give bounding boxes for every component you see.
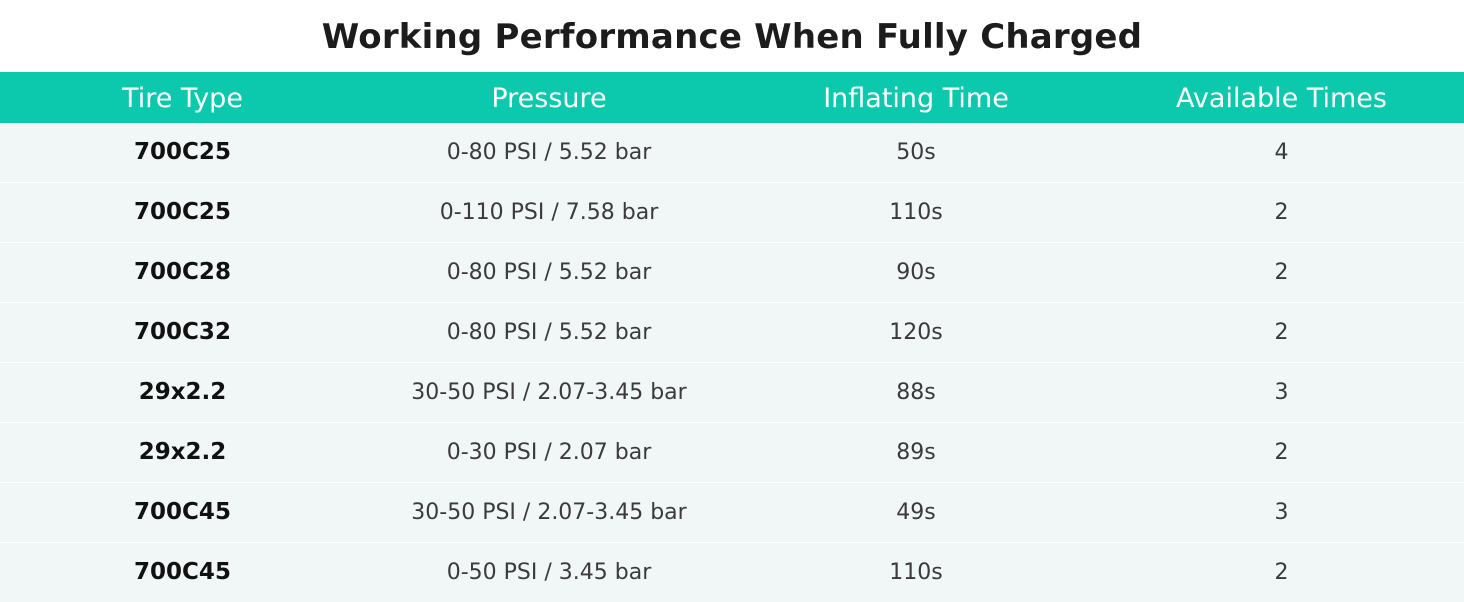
available-times-cell: 4	[1274, 140, 1289, 165]
pressure-cell: 0-50 PSI / 3.45 bar	[446, 560, 652, 585]
table-row: 700C45 30-50 PSI / 2.07-3.45 bar 49s 3	[0, 483, 1464, 543]
table-row: 700C25 0-110 PSI / 7.58 bar 110s 2	[0, 183, 1464, 243]
inflating-time-cell: 49s	[896, 500, 936, 525]
inflating-time-cell: 89s	[896, 440, 936, 465]
table-row: 700C45 0-50 PSI / 3.45 bar 110s 2	[0, 543, 1464, 602]
pressure-cell: 0-110 PSI / 7.58 bar	[439, 200, 659, 225]
header-available-times: Available Times	[1176, 83, 1387, 114]
inflating-time-cell: 88s	[896, 380, 936, 405]
tire-type-cell: 700C32	[134, 319, 231, 345]
inflating-time-cell: 110s	[889, 560, 943, 585]
pressure-cell: 30-50 PSI / 2.07-3.45 bar	[411, 500, 687, 525]
available-times-cell: 2	[1274, 200, 1289, 225]
tire-type-cell: 700C28	[134, 259, 231, 285]
pressure-cell: 0-80 PSI / 5.52 bar	[446, 260, 652, 285]
header-tire-type: Tire Type	[122, 83, 243, 114]
table-row: 29x2.2 0-30 PSI / 2.07 bar 89s 2	[0, 423, 1464, 483]
tire-type-cell: 700C25	[134, 199, 231, 225]
pressure-cell: 0-80 PSI / 5.52 bar	[446, 140, 652, 165]
tire-type-cell: 29x2.2	[138, 379, 227, 405]
table-row: 700C25 0-80 PSI / 5.52 bar 50s 4	[0, 123, 1464, 183]
tire-type-cell: 700C25	[134, 139, 231, 165]
table-row: 700C28 0-80 PSI / 5.52 bar 90s 2	[0, 243, 1464, 303]
header-inflating-time: Inflating Time	[823, 83, 1009, 114]
performance-table: Tire Type Pressure Inflating Time Availa…	[0, 72, 1464, 602]
available-times-cell: 2	[1274, 320, 1289, 345]
available-times-cell: 3	[1274, 500, 1289, 525]
pressure-cell: 0-80 PSI / 5.52 bar	[446, 320, 652, 345]
pressure-cell: 30-50 PSI / 2.07-3.45 bar	[411, 380, 687, 405]
available-times-cell: 2	[1274, 560, 1289, 585]
inflating-time-cell: 50s	[896, 140, 936, 165]
available-times-cell: 2	[1274, 440, 1289, 465]
inflating-time-cell: 90s	[896, 260, 936, 285]
table-header: Tire Type Pressure Inflating Time Availa…	[0, 72, 1464, 123]
tire-type-cell: 700C45	[134, 499, 231, 525]
header-pressure: Pressure	[491, 83, 607, 114]
table-row: 700C32 0-80 PSI / 5.52 bar 120s 2	[0, 303, 1464, 363]
available-times-cell: 3	[1274, 380, 1289, 405]
inflating-time-cell: 110s	[889, 200, 943, 225]
tire-type-cell: 29x2.2	[138, 439, 227, 465]
tire-type-cell: 700C45	[134, 559, 231, 585]
pressure-cell: 0-30 PSI / 2.07 bar	[446, 440, 652, 465]
inflating-time-cell: 120s	[889, 320, 943, 345]
available-times-cell: 2	[1274, 260, 1289, 285]
page-title: Working Performance When Fully Charged	[321, 17, 1143, 57]
table-row: 29x2.2 30-50 PSI / 2.07-3.45 bar 88s 3	[0, 363, 1464, 423]
